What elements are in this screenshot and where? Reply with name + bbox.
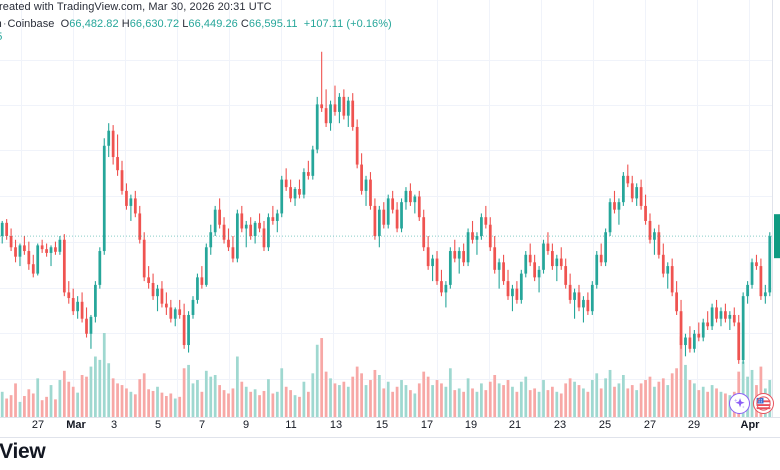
volume-indicator-legend: 135 [0,31,2,43]
x-axis-tick-6: 11 [285,419,297,431]
legend-low-label: L [182,18,189,30]
x-axis-tick-9: 17 [420,419,434,431]
legend-low-value: 66,449.26 [188,18,238,30]
x-axis-tick-5: 9 [242,419,250,431]
x-axis-tick-0: 27 [31,419,45,431]
candles [0,51,772,364]
x-axis-tick-1: Mar [66,419,86,431]
x-axis-tick-15: 29 [687,419,701,431]
legend-change-value: +107.11 (+0.16%) [303,18,392,30]
x-axis-bottom-divider [0,437,780,438]
legend-close-value: 66,595.11 [248,18,298,30]
legend-exchange: Coinbase [7,18,55,30]
x-axis-tick-3: 5 [154,419,162,431]
x-axis-tick-13: 25 [598,419,612,431]
x-axis-tick-14: 27 [643,419,657,431]
sparkle-icon[interactable] [729,393,750,414]
chart-created-caption: n created with TradingView.com, Mar 30, … [0,1,272,13]
legend-open-value: 66,482.82 [69,18,119,30]
legend-open: O66,482.82 [61,18,119,30]
x-axis-tick-7: 13 [329,419,343,431]
legend-high: H66,630.72 [122,18,179,30]
legend-close-label: C [240,18,249,30]
price-scale-divider [772,0,773,417]
volume-bars [0,333,772,417]
legend-separator-2: · [2,18,7,30]
legend-interval[interactable]: 4h [0,18,2,30]
corner-badges[interactable] [729,393,774,414]
legend-low: L66,449.26 [182,18,238,30]
x-axis-tick-11: 21 [508,419,522,431]
flag-badge-icon[interactable] [753,393,774,414]
x-axis-tick-10: 19 [464,419,478,431]
legend-high-label: H [121,18,130,30]
x-axis-tick-labels[interactable]: 27 Mar 3 5 7 9 11 13 15 17 19 21 23 25 27 29 Apr [0,419,780,437]
x-axis-top-divider [0,417,780,418]
price-marker [774,214,780,259]
x-axis-tick-4: 7 [198,419,206,431]
legend-close: C66,595.11 [241,18,298,30]
chart-legend[interactable]: .S. Dollar·4h·Coinbase O66,482.82 H66,63… [0,18,392,30]
x-axis-tick-16: Apr [740,419,760,431]
legend-high-value: 66,630.72 [129,18,180,30]
x-axis-tick-2: 3 [110,419,118,431]
tradingview-watermark: dingView [0,440,46,463]
legend-open-label: O [60,18,70,30]
x-axis-tick-8: 15 [375,419,389,431]
x-axis-tick-12: 23 [553,419,567,431]
